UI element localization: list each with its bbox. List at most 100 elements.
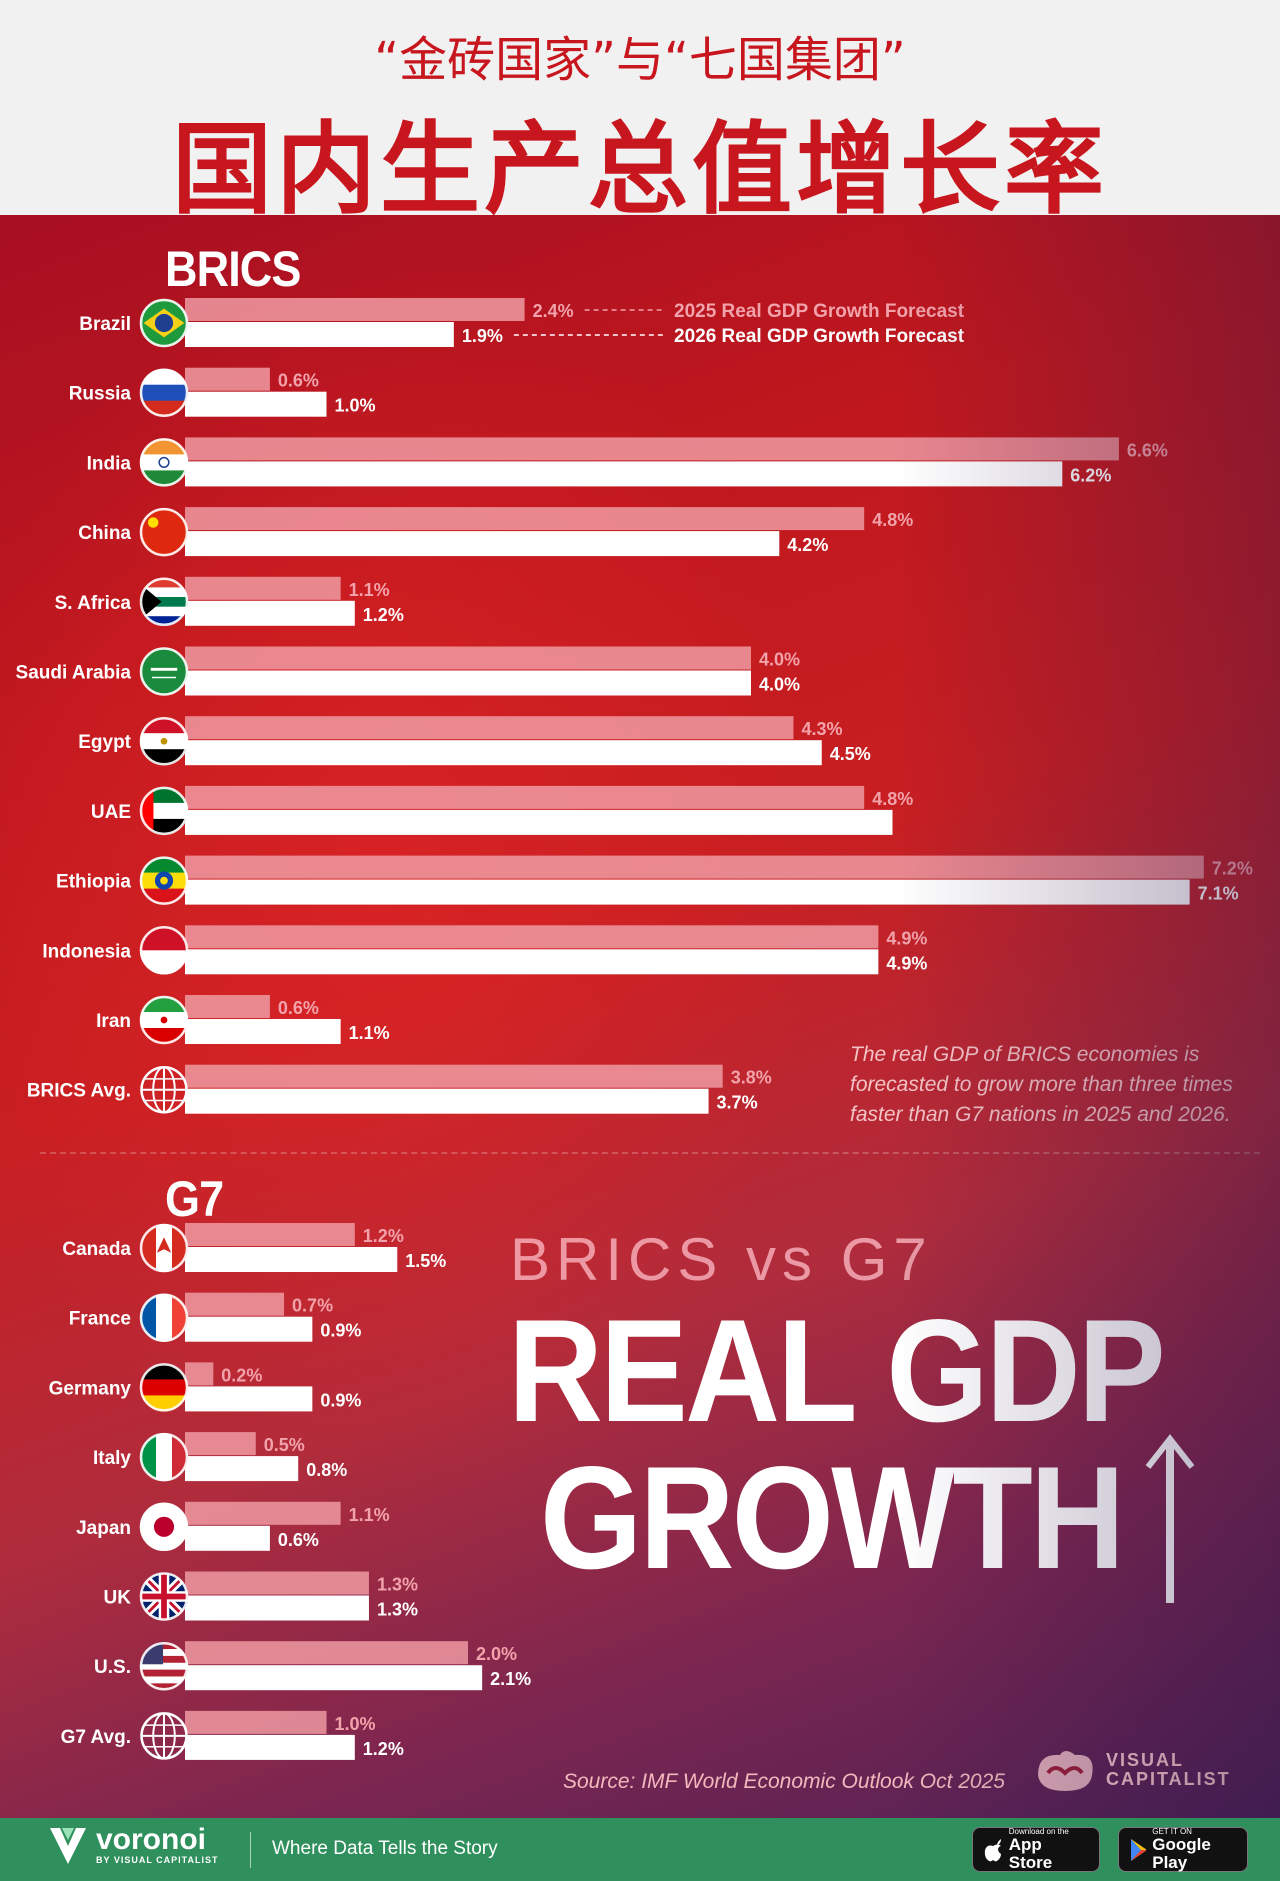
bar-2026-france (185, 1316, 313, 1342)
value-label-2026: 4.2% (787, 535, 828, 555)
value-label-2026: 2.1% (490, 1669, 531, 1689)
bar-2025-u-s- (185, 1641, 468, 1665)
google-play-icon (1131, 1838, 1147, 1861)
bar-2025-india (185, 437, 1119, 461)
bar-2025-egypt (185, 716, 794, 740)
legend-2026: 2026 Real GDP Growth Forecast (674, 326, 965, 347)
value-label-2025: 4.9% (886, 928, 927, 948)
country-label: Ethiopia (56, 872, 131, 893)
value-label-2025: 4.3% (801, 719, 842, 739)
value-label-2025: 0.7% (292, 1296, 333, 1316)
globe-icon (140, 1065, 188, 1114)
country-label: Japan (76, 1518, 131, 1539)
russia-flag-icon (139, 368, 189, 417)
value-label-2025: 1.0% (335, 1714, 376, 1734)
voronoi-byline: BY VISUAL CAPITALIST (96, 1855, 219, 1865)
country-label: Indonesia (42, 941, 131, 962)
bar-2026-germany (185, 1386, 313, 1412)
bar-2026-ethiopia (185, 879, 1190, 905)
value-label-2026: 1.2% (363, 1739, 404, 1759)
chart-annotation: The real GDP of BRICS economies is forec… (850, 1043, 1233, 1126)
value-label-2026: 3.7% (717, 1093, 758, 1113)
bar-2026-india (185, 461, 1063, 487)
bar-2026-brazil (185, 322, 454, 347)
header-band: “金砖国家”与“七国集团” 国内生产总值增长率 (0, 0, 1280, 228)
vc-line-1: VISUAL (1106, 1749, 1185, 1770)
uae-flag-icon (139, 786, 189, 836)
value-label-2025: 1.1% (349, 580, 390, 600)
footer-tagline: Where Data Tells the Story (272, 1838, 498, 1859)
page-title: 国内生产总值增长率 (172, 111, 1108, 228)
bar-2025-uk (185, 1571, 369, 1595)
country-label: India (87, 453, 132, 474)
country-label: BRICS Avg. (27, 1081, 131, 1102)
headline-growth: GROWTH (540, 1436, 1125, 1599)
bar-2025-uae (185, 785, 865, 809)
country-label: Canada (62, 1239, 131, 1260)
page-subtitle: “金砖国家”与“七国集团” (374, 32, 906, 88)
country-label: Egypt (78, 732, 131, 753)
value-label-2025: 4.8% (872, 789, 913, 809)
up-arrow-icon (1145, 1434, 1195, 1603)
japan-flag-icon (139, 1502, 189, 1552)
country-label: G7 Avg. (61, 1727, 131, 1748)
iran-flag-icon (139, 995, 189, 1045)
value-label-2026: 6.2% (1070, 465, 1111, 485)
value-label-2026: 1.5% (405, 1251, 446, 1271)
value-label-2026: 4.5% (830, 744, 871, 764)
bar-2026-iran (185, 1019, 341, 1044)
canada-flag-icon (139, 1223, 189, 1273)
uk-flag-icon (139, 1572, 189, 1621)
bar-2026-italy (185, 1456, 299, 1482)
bar-2025-g-avg- (185, 1710, 327, 1734)
visual-capitalist-mark-icon (1038, 1751, 1093, 1791)
bar-2026-g-avg- (185, 1734, 355, 1760)
headline-vs: BRICS vs G7 (510, 1226, 933, 1293)
value-label-2026: 0.9% (320, 1321, 361, 1341)
google-play-small-text: GET IT ON (1152, 1827, 1192, 1836)
country-label: Germany (49, 1378, 132, 1399)
value-label-2026: 0.6% (278, 1530, 319, 1550)
value-label-2026: 1.3% (377, 1600, 418, 1620)
south-africa-flag-icon (139, 577, 189, 627)
bar-2026-russia (185, 391, 327, 417)
value-label-2025: 3.8% (731, 1068, 772, 1088)
voronoi-logo[interactable]: voronoi BY VISUAL CAPITALIST (48, 1824, 219, 1866)
india-flag-icon (139, 438, 189, 487)
value-label-2026: 1.0% (335, 396, 376, 416)
brics-section-label: BRICS (165, 241, 301, 297)
country-label: Italy (93, 1448, 131, 1469)
indonesia-flag-icon (139, 926, 189, 975)
france-flag-icon (139, 1293, 189, 1342)
country-label: Saudi Arabia (16, 663, 132, 684)
g7-section-label: G7 (165, 1171, 224, 1227)
vc-line-2: CAPITALIST (1106, 1768, 1231, 1789)
google-play-button[interactable]: GET IT ON Google Play (1118, 1827, 1248, 1872)
value-label-2025: 6.6% (1127, 440, 1168, 460)
globe-icon (140, 1712, 188, 1760)
bar-2026-uk (185, 1595, 369, 1621)
value-label-2025: 4.8% (872, 510, 913, 530)
value-label-2025: 1.1% (349, 1505, 390, 1525)
italy-flag-icon (139, 1432, 189, 1482)
bar-2025-indonesia (185, 925, 879, 949)
bar-2026-u-s- (185, 1665, 483, 1691)
value-label-2025: 7.2% (1212, 859, 1253, 879)
section-separator (40, 1152, 1260, 1154)
bar-2026-japan (185, 1525, 270, 1551)
legend-2025: 2025 Real GDP Growth Forecast (674, 301, 965, 322)
country-label: S. Africa (55, 593, 132, 614)
bar-2025-russia (185, 367, 270, 391)
country-label: UAE (91, 802, 131, 823)
apple-icon (984, 1838, 1001, 1861)
bar-2025-saudi-arabia (185, 646, 751, 670)
bar-2025-iran (185, 995, 270, 1018)
app-store-small-text: Download on the (1008, 1827, 1069, 1836)
value-label-2026: 1.2% (363, 605, 404, 625)
country-label: Brazil (79, 314, 131, 335)
value-label-2026: 1.9% (462, 326, 503, 346)
bar-2025-brics-avg- (185, 1064, 723, 1088)
bar-2025-ethiopia (185, 855, 1204, 879)
app-store-button[interactable]: Download on the App Store (972, 1827, 1100, 1872)
value-label-2025: 1.3% (377, 1575, 418, 1595)
